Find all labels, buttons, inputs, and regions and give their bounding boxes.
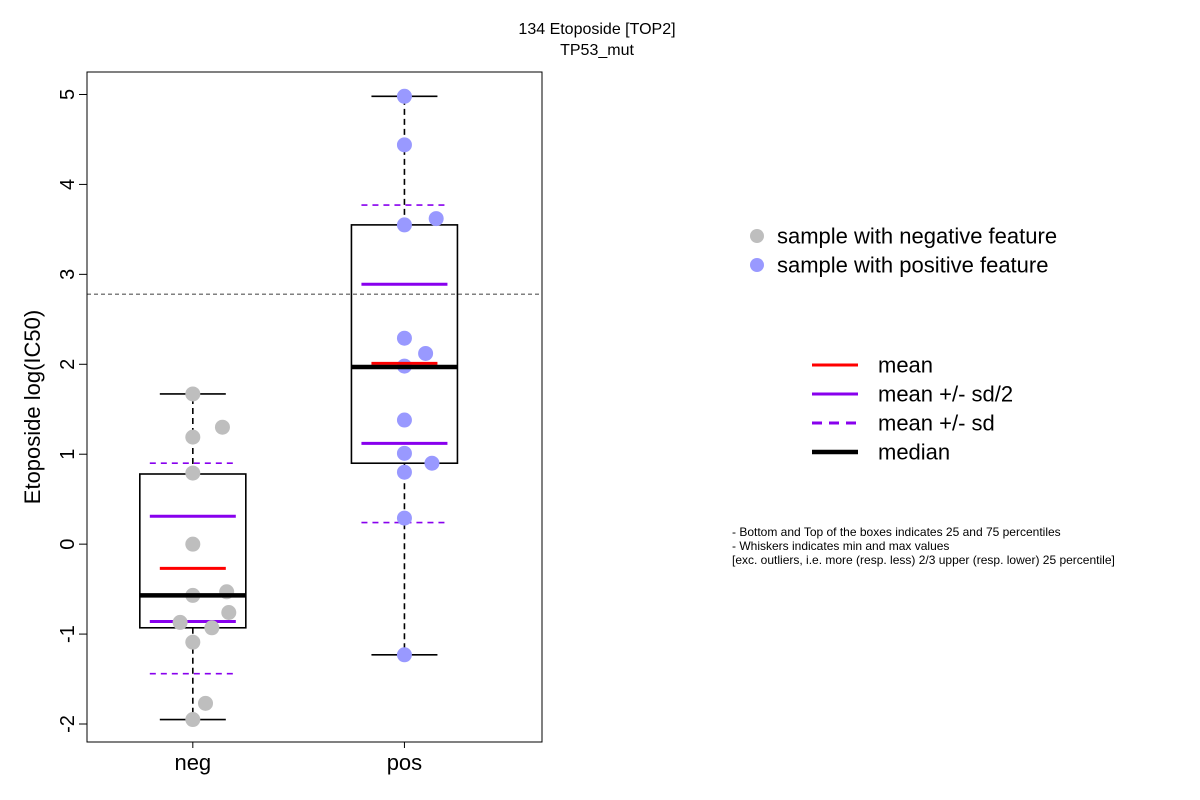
legend-point-swatch	[750, 229, 764, 243]
sample-point	[424, 455, 440, 471]
legend-points: sample with negative feature sample with …	[750, 224, 1057, 278]
footnote-line: [exc. outliers, i.e. more (resp. less) 2…	[732, 553, 1115, 567]
sample-point	[396, 217, 412, 233]
sample-point	[172, 614, 188, 630]
sample-point	[185, 712, 201, 728]
sample-point	[396, 137, 412, 153]
footnote-line: - Bottom and Top of the boxes indicates …	[732, 525, 1061, 539]
legend-line-label: mean +/- sd/2	[878, 382, 1013, 407]
sample-point	[221, 604, 237, 620]
sample-point	[214, 419, 230, 435]
sample-point	[396, 464, 412, 480]
sample-point	[396, 647, 412, 663]
legend-lines: mean mean +/- sd/2 mean +/- sd median	[812, 353, 1013, 465]
legend-point-swatch	[750, 258, 764, 272]
y-tick-label: 1	[57, 449, 79, 460]
chart-title: 134 Etoposide [TOP2]	[518, 21, 675, 38]
y-tick-label: -2	[57, 715, 79, 733]
plot-frame	[86, 71, 543, 743]
y-tick-label: 4	[57, 179, 79, 190]
sample-point	[185, 634, 201, 650]
y-axis: -2 -1 0 1 2 3 4 5	[57, 89, 87, 733]
whiskers	[159, 95, 438, 721]
legend-line-label: median	[878, 440, 950, 465]
chart-subtitle: TP53_mut	[560, 42, 634, 59]
sample-point	[185, 465, 201, 481]
sample-point	[396, 412, 412, 428]
sample-point	[418, 345, 434, 361]
legend-line-label: mean	[878, 353, 933, 378]
sample-point	[428, 211, 444, 227]
legend-line-label: mean +/- sd	[878, 411, 995, 436]
y-tick-label: -1	[57, 625, 79, 643]
sample-point	[396, 510, 412, 526]
y-tick-label: 2	[57, 359, 79, 370]
y-tick-label: 0	[57, 539, 79, 550]
sample-point	[185, 536, 201, 552]
footnotes: - Bottom and Top of the boxes indicates …	[732, 525, 1115, 567]
y-axis-label: Etoposide log(IC50)	[20, 310, 45, 504]
x-axis: neg pos	[174, 742, 422, 775]
legend-point-label: sample with positive feature	[777, 253, 1048, 278]
footnote-line: - Whiskers indicates min and max values	[732, 539, 949, 553]
sample-point	[185, 386, 201, 402]
legend-point-label: sample with negative feature	[777, 224, 1057, 249]
sample-point	[198, 695, 214, 711]
y-tick-label: 3	[57, 269, 79, 280]
sample-point	[396, 88, 412, 104]
x-category-label: pos	[387, 750, 422, 775]
sample-point	[185, 429, 201, 445]
x-category-label: neg	[174, 750, 211, 775]
summary-lines	[149, 204, 448, 675]
sample-point	[204, 620, 220, 636]
sample-point	[396, 330, 412, 346]
y-tick-label: 5	[57, 89, 79, 100]
sample-points	[139, 88, 458, 728]
sample-point	[396, 445, 412, 461]
